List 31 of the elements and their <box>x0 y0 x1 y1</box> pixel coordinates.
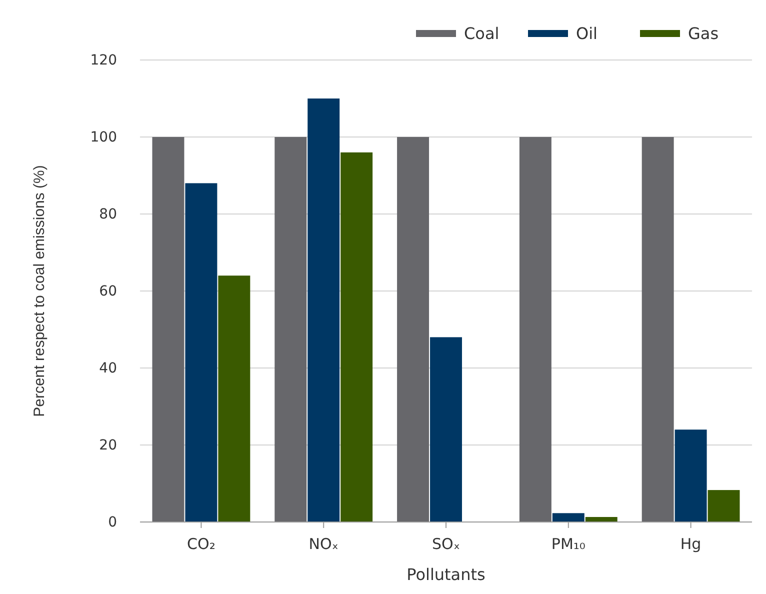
bar <box>397 137 430 522</box>
bar <box>552 513 584 522</box>
x-tick-label: NOₓ <box>308 535 338 553</box>
x-tick-label: SOₓ <box>432 535 460 553</box>
legend-label: Oil <box>576 24 598 43</box>
x-axis-title: Pollutants <box>406 565 486 584</box>
bar <box>708 490 740 522</box>
x-tick-label: CO₂ <box>187 535 216 553</box>
x-tick-label: Hg <box>680 535 702 553</box>
bar <box>674 430 707 522</box>
bar <box>430 337 462 522</box>
bar <box>340 152 373 522</box>
bar <box>642 137 674 522</box>
y-tick-label: 0 <box>108 514 117 530</box>
bar <box>274 137 307 522</box>
bar <box>152 137 184 522</box>
y-tick-label: 120 <box>90 52 117 68</box>
bar <box>519 137 552 522</box>
y-axis-title: Percent respect to coal emissions (%) <box>31 165 48 417</box>
y-tick-label: 80 <box>99 206 117 222</box>
bar <box>585 516 618 522</box>
y-tick-label: 40 <box>99 360 117 376</box>
bar <box>308 98 340 522</box>
bar <box>218 276 250 522</box>
bar <box>185 183 218 522</box>
legend-label: Gas <box>688 24 719 43</box>
y-tick-label: 20 <box>99 437 117 454</box>
x-tick-label: PM₁₀ <box>551 535 586 553</box>
y-tick-label: 100 <box>90 129 117 146</box>
legend-label: Coal <box>464 24 500 43</box>
y-tick-label: 60 <box>99 283 117 300</box>
